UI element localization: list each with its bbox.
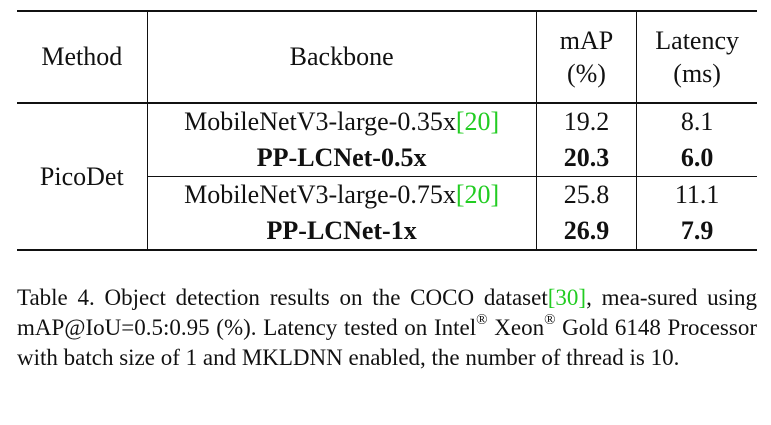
registered-mark: ® (544, 312, 556, 329)
registered-mark: ® (476, 312, 488, 329)
backbone-name: MobileNetV3-large-0.35x (184, 107, 456, 136)
backbone-cell: PP-LCNet-1x (147, 213, 537, 250)
results-table: Method Backbone mAP (%) Latency (ms) Pic… (17, 10, 757, 251)
header-method: Method (17, 11, 148, 103)
results-table-container: Method Backbone mAP (%) Latency (ms) Pic… (17, 10, 757, 251)
map-cell: 26.9 (536, 213, 638, 250)
header-latency-line1: Latency (655, 26, 739, 55)
table-header-row: Method Backbone mAP (%) Latency (ms) (17, 11, 757, 103)
citation-link[interactable]: [20] (455, 180, 500, 209)
caption-text-1: Table 4. Object detection results on the… (17, 285, 548, 310)
map-cell: 20.3 (536, 140, 638, 177)
backbone-cell: MobileNetV3-large-0.35x[20] (147, 103, 537, 140)
table-row: PP-LCNet-0.5x 20.3 6.0 (17, 140, 757, 177)
backbone-cell: MobileNetV3-large-0.75x[20] (147, 176, 537, 213)
backbone-name: MobileNetV3-large-0.75x (184, 180, 456, 209)
header-backbone: Backbone (147, 11, 537, 103)
method-cell: PicoDet (17, 103, 148, 250)
map-cell: 19.2 (536, 103, 638, 140)
backbone-cell: PP-LCNet-0.5x (147, 140, 537, 177)
latency-cell: 7.9 (680, 216, 714, 245)
table-caption: Table 4. Object detection results on the… (17, 283, 757, 373)
table-row: PicoDet MobileNetV3-large-0.35x[20] 19.2… (17, 103, 757, 250)
header-latency-line2: (ms) (673, 59, 721, 88)
header-map-line1: mAP (559, 26, 614, 55)
citation-link[interactable]: [20] (455, 107, 500, 136)
map-cell: 25.8 (536, 176, 638, 213)
header-map-line2: (%) (566, 59, 606, 88)
latency-cell: 11.1 (674, 180, 720, 209)
caption-text-4: Gold 6148 Processor with batch size of 1… (17, 315, 757, 370)
caption-text-2: , mea-sured using mAP@IoU=0.5:0.95 (%). … (17, 285, 757, 340)
latency-cell: 6.0 (680, 143, 714, 172)
header-map: mAP (%) (536, 11, 638, 103)
header-latency: Latency (ms) (637, 11, 757, 103)
caption-citation-link[interactable]: [30] (547, 285, 587, 310)
caption-text-3: Xeon (487, 315, 545, 340)
latency-cell: 8.1 (680, 107, 714, 136)
table-row: PP-LCNet-1x 26.9 7.9 (17, 213, 757, 250)
backbone-name: PP-LCNet-1x (266, 216, 417, 245)
table-row: MobileNetV3-large-0.75x[20] 25.8 11.1 (17, 176, 757, 213)
backbone-name: PP-LCNet-0.5x (256, 143, 427, 172)
